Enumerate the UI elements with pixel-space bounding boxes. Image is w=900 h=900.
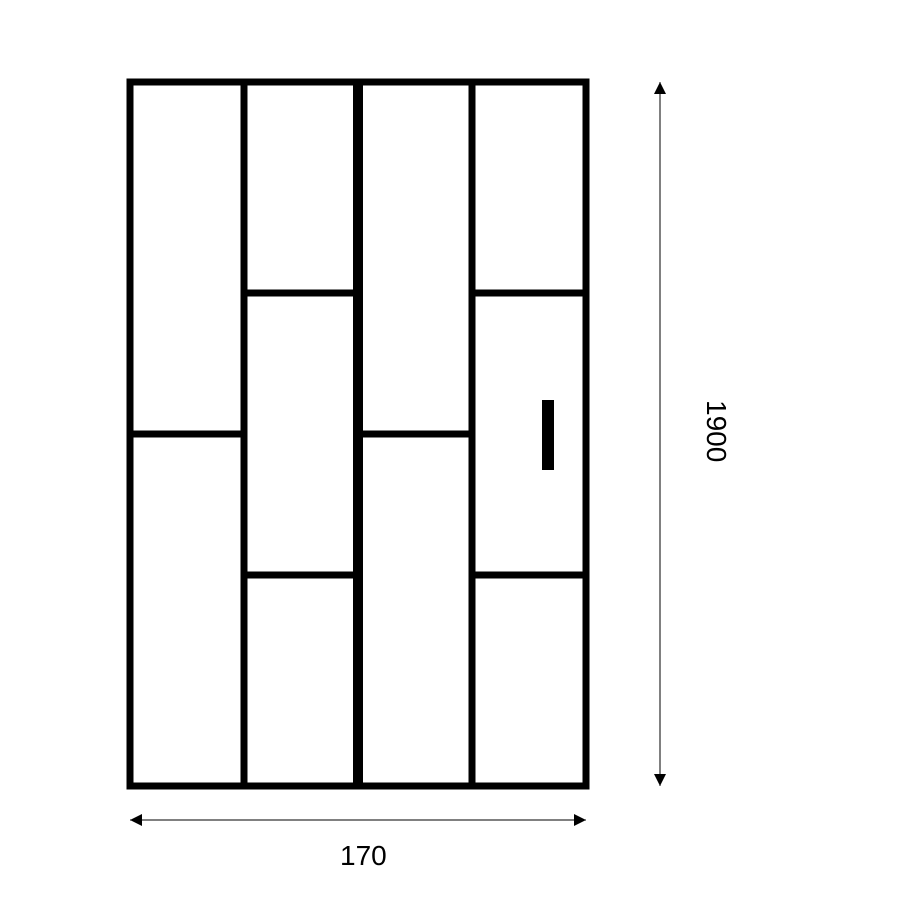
drawing-svg bbox=[0, 0, 900, 900]
diagram-canvas: 170 1900 bbox=[0, 0, 900, 900]
door-handle bbox=[542, 400, 554, 470]
width-dimension bbox=[130, 814, 586, 826]
height-dimension bbox=[654, 82, 666, 786]
height-dimension-label: 1900 bbox=[700, 400, 732, 462]
width-dimension-label: 170 bbox=[340, 840, 387, 872]
